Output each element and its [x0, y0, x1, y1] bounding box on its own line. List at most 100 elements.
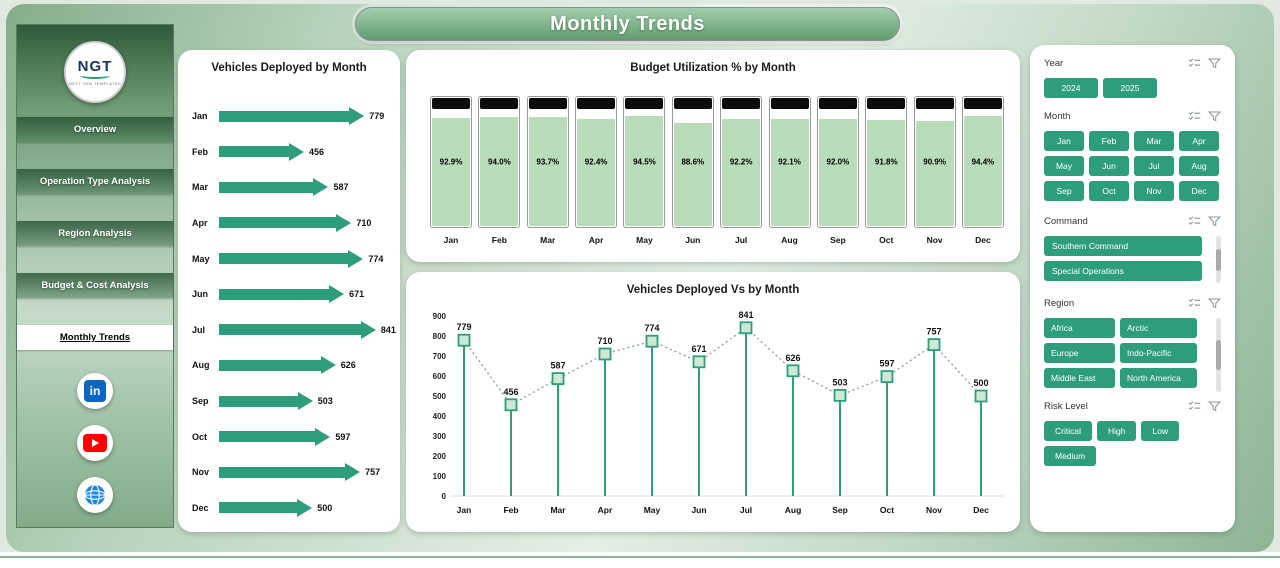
data-point-marker[interactable] [457, 333, 471, 347]
arrow-bar[interactable] [219, 502, 298, 514]
arrow-bar[interactable] [219, 253, 349, 264]
budget-bar-column: 92.4% Apr [573, 96, 619, 245]
data-point-marker[interactable] [692, 355, 706, 369]
budget-bar[interactable]: 92.1% [768, 96, 811, 228]
arrow-bar[interactable] [219, 217, 337, 229]
data-point-marker[interactable] [551, 372, 565, 385]
scrollbar-thumb[interactable] [1216, 249, 1221, 271]
arrow-bar[interactable] [219, 359, 321, 371]
arrow-tip-icon[interactable] [349, 107, 365, 125]
scrollbar-thumb[interactable] [1216, 340, 1221, 370]
filter-option-sep[interactable]: Sep [1044, 181, 1084, 201]
filter-option-jul[interactable]: Jul [1134, 156, 1174, 176]
budget-bar[interactable]: 90.9% [913, 96, 956, 228]
sidebar-item-monthly-trends[interactable]: Monthly Trends [17, 325, 173, 350]
data-point-marker[interactable] [645, 334, 659, 348]
sidebar-item-region-analysis[interactable]: Region Analysis [17, 221, 173, 246]
linkedin-icon[interactable]: in [77, 373, 113, 409]
arrow-tip-icon[interactable] [360, 320, 376, 339]
filter-option-north-america[interactable]: North America [1120, 368, 1197, 388]
budget-bar[interactable]: 92.4% [575, 96, 618, 228]
budget-bar[interactable]: 94.4% [961, 96, 1004, 228]
arrow-tip-icon[interactable] [297, 498, 313, 517]
multi-select-icon[interactable] [1188, 400, 1201, 413]
filter-option-medium[interactable]: Medium [1044, 446, 1097, 466]
filter-option-apr[interactable]: Apr [1179, 131, 1219, 151]
filter-option-2024[interactable]: 2024 [1044, 78, 1098, 98]
filter-icon[interactable] [1208, 400, 1221, 413]
filter-icon[interactable] [1208, 110, 1221, 123]
filter-option-aug[interactable]: Aug [1179, 156, 1219, 176]
multi-select-icon[interactable] [1188, 57, 1201, 70]
arrow-bar[interactable] [219, 110, 350, 122]
arrow-bar[interactable] [219, 146, 290, 158]
filter-icon[interactable] [1208, 215, 1221, 228]
budget-bar[interactable]: 92.0% [816, 96, 859, 228]
data-point-marker[interactable] [504, 398, 518, 412]
multi-select-icon[interactable] [1188, 110, 1201, 123]
filter-option-low[interactable]: Low [1141, 421, 1180, 441]
value-label: 503 [317, 396, 333, 406]
website-icon[interactable] [77, 477, 113, 513]
filter-option-feb[interactable]: Feb [1089, 131, 1129, 151]
sidebar-item-budget-cost-analysis[interactable]: Budget & Cost Analysis [17, 273, 173, 298]
arrow-tip-icon[interactable] [345, 463, 361, 482]
data-point-marker[interactable] [598, 347, 612, 361]
filter-option-arctic[interactable]: Arctic [1120, 318, 1197, 338]
arrow-tip-icon[interactable] [329, 285, 345, 304]
filter-option-middle-east[interactable]: Middle East [1044, 368, 1115, 388]
filter-icon[interactable] [1208, 297, 1221, 310]
sidebar-item-operation-type-analysis[interactable]: Operation Type Analysis [17, 169, 173, 194]
filter-option-jan[interactable]: Jan [1044, 131, 1084, 151]
arrow-bar[interactable] [219, 395, 298, 407]
youtube-icon[interactable] [77, 425, 113, 461]
filter-option-indo-pacific[interactable]: Indo-Pacific [1120, 343, 1197, 363]
filter-icon[interactable] [1208, 57, 1221, 70]
sidebar-item-overview[interactable]: Overview [17, 117, 173, 142]
data-point-marker[interactable] [739, 321, 753, 335]
budget-bar[interactable]: 92.2% [720, 96, 763, 228]
arrow-tip-icon[interactable] [289, 142, 305, 161]
arrow-bar[interactable] [219, 431, 316, 443]
filter-option-may[interactable]: May [1044, 156, 1084, 176]
budget-bar[interactable]: 94.5% [623, 96, 666, 228]
filter-option-special-operations[interactable]: Special Operations [1044, 261, 1202, 281]
arrow-bar[interactable] [219, 181, 314, 193]
filter-option-africa[interactable]: Africa [1044, 318, 1115, 338]
filter-option-nov[interactable]: Nov [1134, 181, 1174, 201]
budget-bar[interactable]: 92.9% [430, 96, 472, 228]
arrow-tip-icon[interactable] [336, 213, 352, 232]
filter-option-oct[interactable]: Oct [1089, 181, 1129, 201]
filter-option-critical[interactable]: Critical [1044, 421, 1092, 441]
arrow-tip-icon[interactable] [320, 356, 336, 375]
filter-option-high[interactable]: High [1096, 421, 1137, 441]
filter-option-dec[interactable]: Dec [1179, 181, 1219, 201]
budget-bar-column: 94.5% May [621, 96, 667, 245]
arrow-bar[interactable] [219, 288, 330, 300]
arrow-tip-icon[interactable] [348, 249, 364, 268]
bar-value-label: 90.9% [923, 157, 946, 167]
budget-bar[interactable]: 94.0% [478, 96, 521, 228]
budget-bar[interactable]: 88.6% [671, 96, 714, 228]
data-point-marker[interactable] [833, 389, 847, 402]
filter-option-europe[interactable]: Europe [1044, 343, 1115, 363]
data-point-marker[interactable] [927, 338, 941, 351]
data-point-marker[interactable] [786, 364, 800, 378]
arrow-tip-icon[interactable] [313, 178, 329, 197]
filter-option-2025[interactable]: 2025 [1103, 78, 1157, 98]
multi-select-icon[interactable] [1188, 297, 1201, 310]
data-point-marker[interactable] [974, 389, 988, 403]
arrow-tip-icon[interactable] [297, 392, 313, 410]
arrow-tip-icon[interactable] [315, 427, 331, 446]
arrow-bar[interactable] [219, 466, 346, 478]
filter-option-southern-command[interactable]: Southern Command [1044, 236, 1202, 256]
filter-option-mar[interactable]: Mar [1134, 131, 1174, 151]
multi-select-icon[interactable] [1188, 215, 1201, 228]
budget-bar[interactable]: 93.7% [526, 96, 569, 228]
filter-option-jun[interactable]: Jun [1089, 156, 1129, 176]
arrow-bar[interactable] [219, 324, 361, 336]
logo-swoosh-icon [80, 72, 110, 79]
data-point-marker[interactable] [880, 370, 894, 383]
value-label: 757 [926, 327, 941, 337]
budget-bar[interactable]: 91.8% [865, 96, 908, 228]
